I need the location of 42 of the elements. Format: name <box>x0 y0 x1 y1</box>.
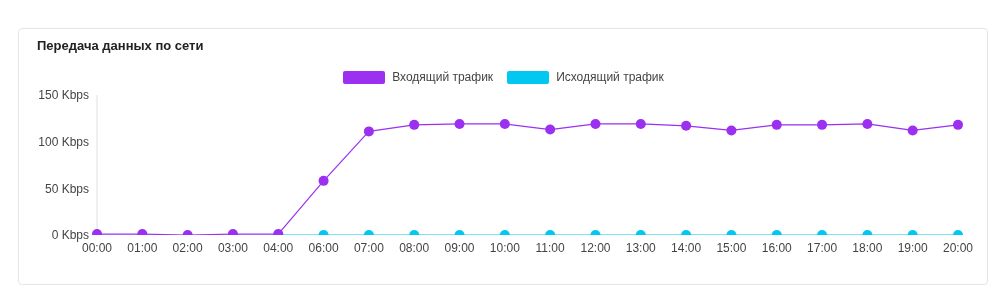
point <box>953 119 963 130</box>
point <box>635 118 646 129</box>
x-tick-label: 06:00 <box>308 240 339 255</box>
chart-title: Передача данных по сети <box>37 38 204 53</box>
point <box>454 118 465 129</box>
point <box>590 118 601 129</box>
x-tick-label: 16:00 <box>761 240 793 255</box>
point <box>545 124 556 135</box>
x-tick-label: 08:00 <box>399 240 430 255</box>
x-tick-label: 14:00 <box>671 240 702 255</box>
x-tick-label: 18:00 <box>852 240 883 255</box>
x-tick-label: 03:00 <box>217 240 249 255</box>
x-tick-label: 11:00 <box>535 240 566 255</box>
x-tick-label: 10:00 <box>489 240 521 255</box>
point <box>363 126 374 137</box>
x-tick-label: 17:00 <box>807 240 838 255</box>
y-tick-label: 150 Kbps <box>38 88 89 103</box>
x-tick-label: 02:00 <box>172 240 203 255</box>
point <box>409 119 420 130</box>
x-tick-label: 19:00 <box>897 240 929 255</box>
point <box>318 175 329 186</box>
y-tick-label: 50 Kbps <box>44 181 89 196</box>
legend-label: Исходящий трафик <box>556 70 664 84</box>
x-tick-label: 09:00 <box>444 240 475 255</box>
point <box>681 120 692 131</box>
x-tick-label: 15:00 <box>716 240 747 255</box>
x-tick-label: 07:00 <box>353 240 385 255</box>
point <box>907 125 918 136</box>
legend-label: Входящий трафик <box>392 70 494 84</box>
x-tick-label: 04:00 <box>263 240 294 255</box>
x-tick-label: 00:00 <box>81 240 113 255</box>
x-tick-label: 13:00 <box>625 240 657 255</box>
point <box>726 125 737 136</box>
point <box>817 119 828 130</box>
y-tick-label: 0 Kbps <box>51 228 89 243</box>
x-tick-label: 01:00 <box>127 240 158 255</box>
y-tick-label: 100 Kbps <box>38 134 89 149</box>
x-tick-label: 20:00 <box>942 240 974 255</box>
x-tick-label: 12:00 <box>580 240 611 255</box>
point <box>862 118 873 129</box>
point <box>499 118 510 129</box>
point <box>771 119 782 130</box>
